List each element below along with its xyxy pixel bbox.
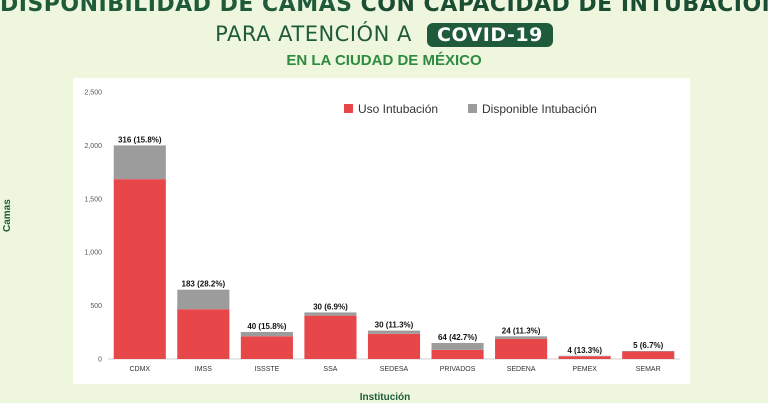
bar-disponible-imss — [177, 290, 229, 310]
legend-label-uso: Uso Intubación — [358, 102, 438, 116]
data-label: 183 (28.2%) — [182, 280, 226, 289]
bar-disponible-ssa — [304, 312, 356, 315]
data-label: 30 (11.3%) — [375, 321, 414, 330]
data-label: 40 (15.8%) — [247, 322, 286, 331]
bar-uso-cdmx — [114, 179, 166, 359]
chart-panel: 0 500 1,000 1,500 2,000 2,500 316 (15.8%) CDMX 1… — [73, 78, 690, 384]
data-label: 4 (13.3%) — [567, 346, 602, 355]
x-tick-label: SEDENA — [507, 366, 536, 373]
y-tick-label: 1,500 — [84, 196, 102, 203]
bar-uso-semar — [622, 352, 674, 359]
y-tick-label: 500 — [90, 303, 102, 310]
data-label: 30 (6.9%) — [313, 302, 348, 311]
title-line-2: PARA ATENCIÓN A COVID-19 — [0, 22, 768, 47]
x-tick-label: ISSSTE — [254, 366, 279, 373]
x-tick-label: PRIVADOS — [440, 366, 476, 373]
legend-label-disponible: Disponible Intubación — [482, 102, 597, 116]
covid-badge: COVID-19 — [427, 23, 553, 47]
bar-disponible-sedesa — [368, 331, 420, 334]
bar-disponible-sedena — [495, 336, 547, 339]
y-tick-label: 2,000 — [84, 143, 102, 150]
y-tick-label: 0 — [98, 357, 102, 364]
bar-disponible-cdmx — [114, 145, 166, 179]
y-axis-label: Camas — [2, 199, 13, 232]
bar-uso-privados — [431, 350, 483, 359]
bar-disponible-semar — [622, 351, 674, 352]
bar-uso-issste — [241, 336, 293, 359]
y-tick-label: 1,000 — [84, 250, 102, 257]
x-tick-label: SEMAR — [636, 366, 661, 373]
title-line-2-text: PARA ATENCIÓN A — [215, 22, 412, 46]
x-tick-label: PEMEX — [572, 366, 597, 373]
y-tick-label: 2,500 — [84, 90, 102, 97]
bar-uso-sedena — [495, 339, 547, 359]
legend-swatch-disponible — [468, 104, 477, 113]
title-part-b: CON CAPACIDAD DE INTUBACIÓN — [361, 0, 768, 17]
legend-swatch-uso — [344, 104, 353, 113]
x-tick-label: SSA — [323, 366, 337, 373]
bar-disponible-issste — [241, 332, 293, 336]
title-line-1: DISPONIBILIDAD DE CAMAS CON CAPACIDAD DE… — [0, 0, 768, 17]
data-label: 24 (11.3%) — [502, 326, 541, 335]
bar-uso-sedesa — [368, 334, 420, 359]
data-label: 64 (42.7%) — [438, 333, 477, 342]
x-tick-label: SEDESA — [380, 366, 409, 373]
bar-disponible-privados — [431, 343, 483, 350]
x-tick-label: CDMX — [129, 366, 150, 373]
bar-chart: 0 500 1,000 1,500 2,000 2,500 316 (15.8%) CDMX 1… — [73, 78, 690, 384]
x-axis-label: Institución — [335, 392, 435, 403]
data-label: 5 (6.7%) — [633, 341, 664, 350]
title-part-a: DISPONIBILIDAD DE CAMAS — [0, 0, 352, 17]
bar-uso-imss — [177, 309, 229, 359]
data-label: 316 (15.8%) — [118, 135, 162, 144]
bar-uso-pemex — [559, 356, 611, 359]
bar-uso-ssa — [304, 316, 356, 359]
x-tick-label: IMSS — [195, 366, 212, 373]
subtitle: EN LA CIUDAD DE MÉXICO — [0, 52, 768, 69]
